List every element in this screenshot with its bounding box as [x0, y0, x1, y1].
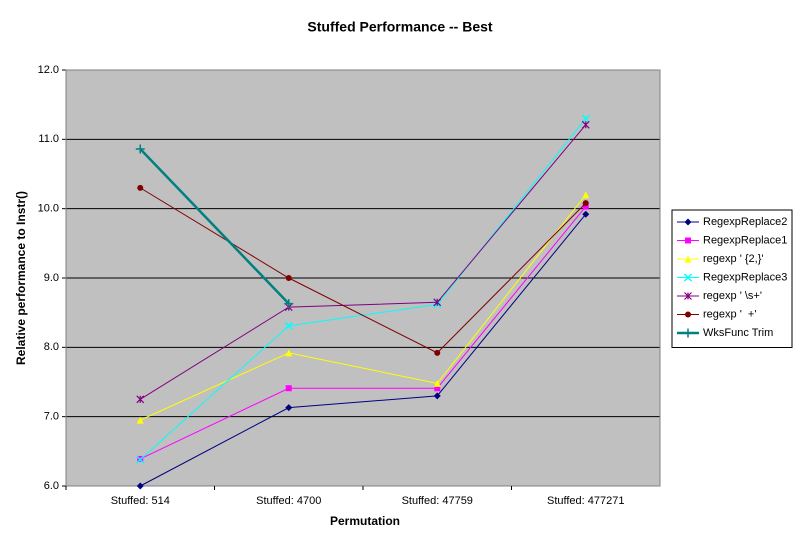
marker: [683, 273, 693, 282]
marker: [581, 114, 590, 123]
chart-title: Stuffed Performance -- Best: [307, 19, 492, 35]
marker: [582, 191, 590, 199]
legend-label: regexp ' {2,}': [703, 253, 763, 265]
legend-label: regexp ' +': [703, 308, 756, 320]
legend-label: RegexpReplace3: [703, 271, 787, 283]
marker: [684, 218, 692, 226]
marker: [135, 144, 145, 154]
y-tick-label: 11.0: [38, 133, 59, 145]
marker: [433, 298, 442, 307]
series-line: [140, 206, 587, 460]
y-tick-label: 9.0: [44, 272, 59, 284]
y-tick-label: 6.0: [44, 480, 59, 492]
marker: [284, 321, 293, 330]
marker: [284, 299, 294, 309]
series-line: [139, 187, 587, 354]
marker: [683, 328, 693, 338]
series-line: [140, 213, 587, 487]
marker: [582, 203, 589, 210]
x-tick-label: Stuffed: 47759: [402, 495, 473, 507]
x-tick-label: Stuffed: 4700: [256, 495, 321, 507]
marker: [136, 395, 145, 404]
y-axis-label: Relative performance to Instr(): [14, 191, 28, 365]
marker: [137, 184, 144, 191]
y-tick-label: 10.0: [38, 203, 59, 215]
marker: [285, 385, 292, 392]
marker: [136, 455, 145, 464]
marker: [285, 275, 292, 281]
legend-label: RegexpReplace1: [703, 234, 787, 246]
x-axis-label: Permutation: [330, 514, 400, 528]
y-tick-label: 12.0: [38, 64, 59, 76]
marker: [136, 416, 144, 424]
marker: [684, 292, 692, 300]
series-line: [139, 148, 290, 305]
marker: [685, 237, 691, 244]
marker: [285, 349, 293, 357]
marker: [582, 200, 589, 207]
y-tick-label: 7.0: [44, 411, 59, 423]
series-line: [139, 124, 587, 400]
marker: [581, 120, 590, 129]
marker: [433, 392, 441, 400]
series-line: [140, 194, 587, 421]
legend-label: WksFunc Trim: [703, 327, 773, 339]
legend-label: regexp ' \s+': [703, 290, 762, 302]
marker: [433, 379, 441, 387]
marker: [136, 482, 144, 490]
x-tick-label: Stuffed: 514: [111, 495, 170, 507]
marker: [434, 349, 441, 356]
y-tick-label: 8.0: [44, 341, 59, 353]
marker: [684, 255, 692, 263]
marker: [685, 311, 691, 318]
legend-box: [671, 209, 793, 348]
legend-label: RegexpReplace2: [703, 216, 787, 228]
x-tick-label: Stuffed: 477271: [547, 495, 624, 507]
marker: [582, 210, 590, 218]
marker: [434, 385, 441, 392]
marker: [285, 404, 293, 412]
